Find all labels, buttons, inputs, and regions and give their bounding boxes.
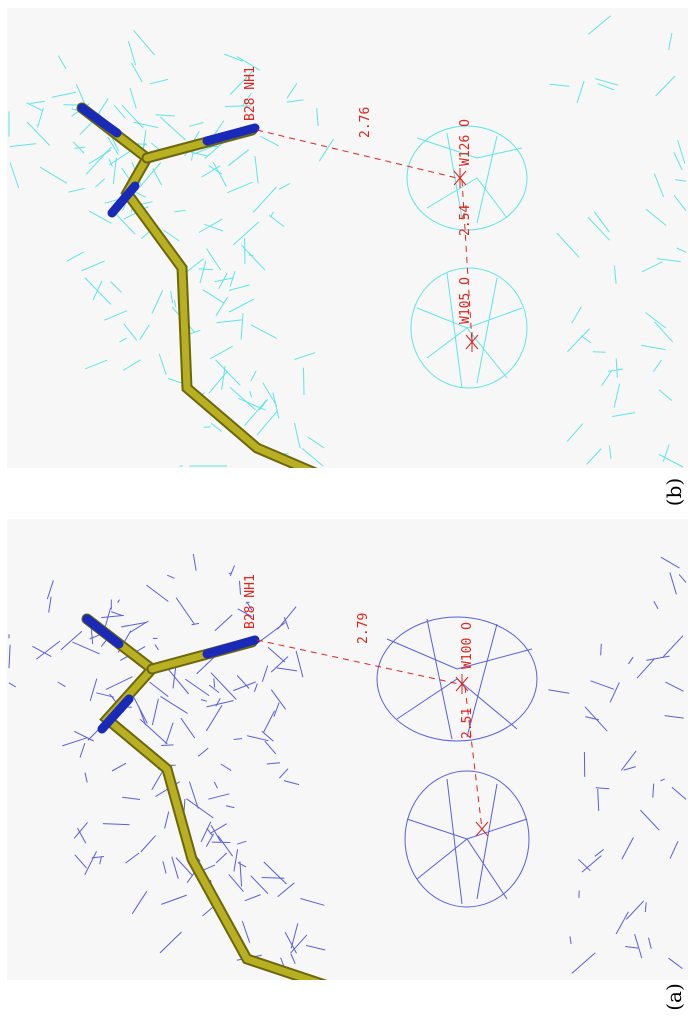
water-markers: [453, 168, 479, 352]
electron-density-mesh: [8, 15, 687, 468]
arginine-side-chain: [81, 613, 328, 980]
residue-label: B28 NH1: [243, 574, 258, 629]
arginine-side-chain: [76, 102, 318, 468]
panel-a-density-view: B28 NH1 2.79 W100 O 2.51: [7, 519, 688, 980]
hydrogen-bonds: [256, 129, 473, 344]
water-label-primary: W126 O: [458, 119, 473, 166]
panel-b-density-view: B28 NH1 2.76 W126 O 2.54 W105 O: [7, 8, 688, 468]
distance-label-main: 2.79: [356, 613, 371, 644]
distance-label-main: 2.76: [358, 107, 373, 138]
caption-a: (a): [661, 983, 686, 1011]
water-label-primary: W100 O: [460, 622, 475, 669]
water-density-mesh: [376, 616, 538, 908]
atom-labels: B28 NH1 2.79 W100 O 2.51: [243, 574, 475, 739]
water-density-mesh: [406, 125, 528, 389]
residue-label: B28 NH1: [243, 66, 258, 121]
atom-labels: B28 NH1 2.76 W126 O 2.54 W105 O: [243, 66, 473, 324]
electron-density-mesh: [8, 553, 687, 978]
water-markers: [455, 674, 489, 837]
panel-b-scene: B28 NH1 2.76 W126 O 2.54 W105 O: [8, 15, 687, 468]
panel-a-scene: B28 NH1 2.79 W100 O 2.51: [8, 553, 687, 980]
distance-label-secondary: 2.54: [458, 205, 473, 236]
caption-b: (b): [662, 477, 687, 507]
water-label-secondary: W105 O: [458, 277, 473, 324]
hydrogen-bonds: [256, 639, 483, 830]
distance-label-secondary: 2.51: [460, 708, 475, 739]
